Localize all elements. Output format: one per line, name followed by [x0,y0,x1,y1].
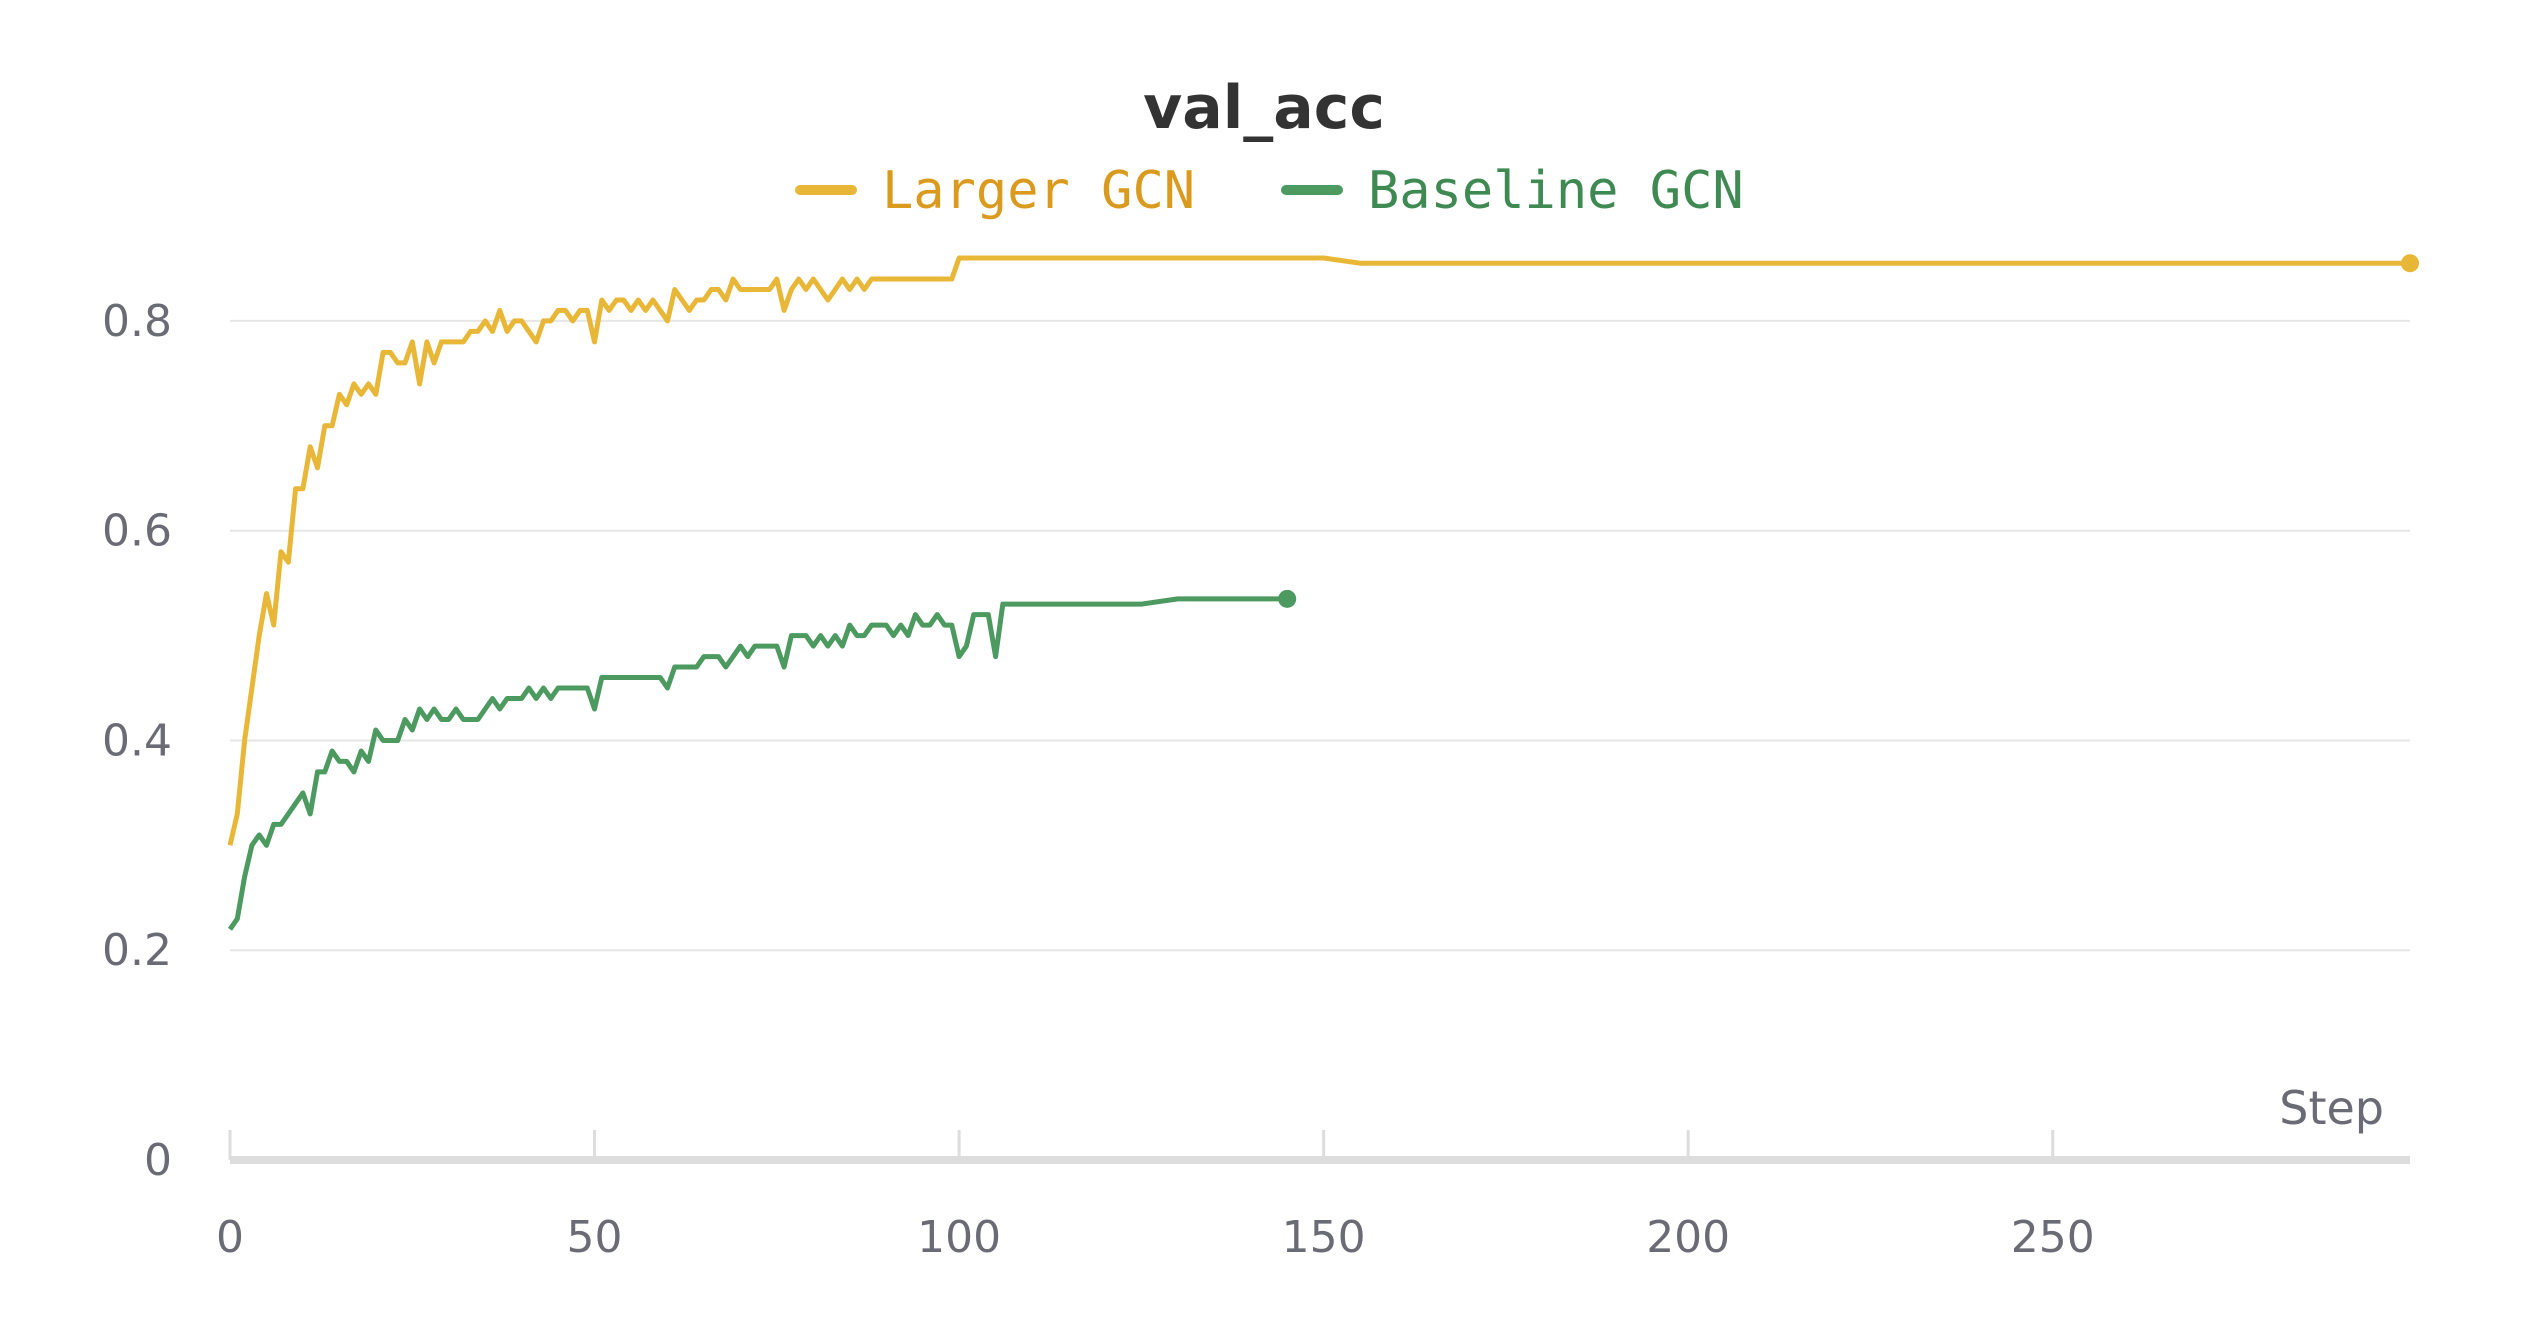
legend-item[interactable]: Larger GCN [795,161,1195,221]
x-tick-label: 100 [917,1212,1001,1263]
legend-label: Larger GCN [882,161,1195,221]
series-endpoint [1278,589,1297,608]
x-tick-label: 50 [567,1212,623,1263]
x-tick-label: 250 [2011,1212,2095,1263]
series-line-baseline-gcn [227,596,1288,931]
legend-label: Baseline GCN [1368,161,1744,221]
legend[interactable]: Larger GCN Baseline GCN [795,161,1744,221]
x-tick-label: 200 [1646,1212,1730,1263]
legend-item[interactable]: Baseline GCN [1281,161,1744,221]
x-axis-title: Step [2279,1081,2384,1135]
series-line-larger-gcn [227,255,2410,846]
series-endpoint [2401,254,2419,273]
x-axis: 0 50 100 150 200 250 [216,1130,2410,1263]
x-tick-label: 150 [1282,1212,1366,1263]
y-tick-label: 0.8 [102,296,172,347]
y-tick-label: 0.2 [102,925,172,976]
y-tick-label: 0.4 [102,715,172,766]
series-lines [227,254,2419,931]
y-axis: 0 0.2 0.4 0.6 0.8 [102,296,172,1186]
y-tick-label: 0 [144,1135,172,1186]
grid-lines [230,319,2410,952]
y-tick-label: 0.6 [102,506,172,557]
x-tick-label: 0 [216,1212,244,1263]
chart-title: val_acc [1143,73,1385,143]
